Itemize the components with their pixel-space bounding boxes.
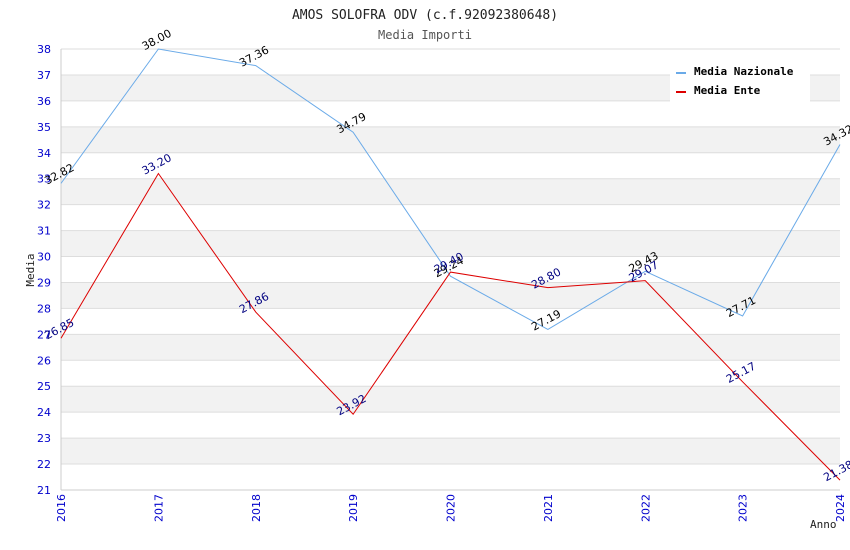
grid-band <box>61 386 840 413</box>
x-axis-ticks: 2016 2017 2018 2019 2020 2021 2022 2023 2024 <box>55 494 847 522</box>
y-tick-label: 36 <box>37 95 51 108</box>
grid-band <box>61 204 840 231</box>
grid-band <box>61 100 840 127</box>
x-tick-label: 2024 <box>834 494 847 522</box>
grid-band <box>61 334 840 361</box>
y-tick-label: 23 <box>37 432 51 445</box>
y-tick-label: 29 <box>37 276 51 289</box>
y-tick-label: 21 <box>37 484 51 497</box>
y-tick-label: 37 <box>37 69 51 82</box>
y-tick-label: 28 <box>37 302 51 315</box>
legend-box <box>670 60 810 102</box>
grid-bands <box>61 49 840 490</box>
x-tick-label: 2020 <box>445 494 458 522</box>
y-tick-label: 24 <box>37 406 51 419</box>
x-tick-label: 2016 <box>55 494 68 522</box>
y-tick-label: 22 <box>37 458 51 471</box>
x-tick-label: 2022 <box>639 494 652 522</box>
grid-band <box>61 230 840 257</box>
legend: Media Nazionale Media Ente <box>670 60 810 102</box>
legend-label-ente: Media Ente <box>694 84 761 97</box>
grid-band <box>61 464 840 490</box>
x-tick-label: 2023 <box>737 494 750 522</box>
grid-band <box>61 178 840 205</box>
x-tick-label: 2018 <box>250 494 263 522</box>
grid-lines <box>61 48 840 491</box>
series-line-ente <box>60 172 841 481</box>
y-tick-label: 38 <box>37 43 51 56</box>
grid-band <box>61 308 840 335</box>
y-axis-label: Media <box>24 253 37 286</box>
x-tick-label: 2019 <box>347 494 360 522</box>
legend-label-nazionale: Media Nazionale <box>694 65 794 78</box>
grid-band <box>61 152 840 179</box>
y-tick-label: 35 <box>37 121 51 134</box>
x-tick-label: 2021 <box>542 494 555 522</box>
grid-band <box>61 256 840 283</box>
y-tick-label: 30 <box>37 251 51 264</box>
y-tick-label: 34 <box>37 147 51 160</box>
grid-band <box>61 126 840 153</box>
y-tick-label: 26 <box>37 354 51 367</box>
chart-subtitle: Media Importi <box>378 28 472 42</box>
x-axis-label: Anno <box>810 518 837 531</box>
grid-band <box>61 282 840 309</box>
chart-title: AMOS SOLOFRA ODV (c.f.92092380648) <box>292 8 558 23</box>
y-tick-label: 27 <box>37 328 51 341</box>
grid-band <box>61 412 840 439</box>
grid-band <box>61 360 840 387</box>
series-line-nazionale <box>60 48 841 330</box>
y-axis-ticks: 21 22 23 24 25 26 27 28 29 30 31 32 33 34 35 36 37 38 <box>37 43 51 497</box>
y-tick-label: 25 <box>37 380 51 393</box>
y-tick-label: 33 <box>37 173 51 186</box>
series-lines <box>60 48 841 481</box>
x-tick-label: 2017 <box>152 494 165 522</box>
y-tick-label: 31 <box>37 225 51 238</box>
y-tick-label: 32 <box>37 199 51 212</box>
grid-band <box>61 438 840 465</box>
